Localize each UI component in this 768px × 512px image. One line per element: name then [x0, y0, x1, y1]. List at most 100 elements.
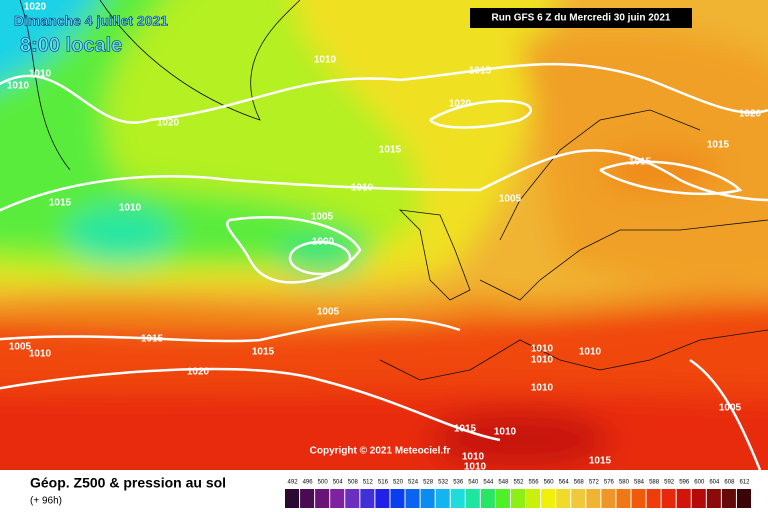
scale-swatch — [510, 489, 526, 508]
isobar-label: 1015 — [252, 347, 275, 358]
legend-subtitle: (+ 96h) — [30, 496, 62, 507]
isobar-label: 1015 — [49, 198, 72, 209]
scale-label: 532 — [438, 480, 449, 486]
scale-label: 612 — [739, 480, 750, 486]
scale-swatch — [420, 489, 435, 508]
scale-swatch — [571, 489, 586, 508]
legend-title: Géop. Z500 & pression au sol — [30, 475, 226, 491]
scale-label: 520 — [393, 480, 404, 486]
isobar-label: 1015 — [707, 140, 730, 151]
scale-label: 576 — [604, 480, 615, 486]
isobar-label: 1015 — [454, 424, 477, 435]
isobar-label: 1015 — [629, 157, 652, 168]
isobar-label: 1005 — [317, 307, 340, 318]
scale-swatch — [300, 489, 315, 508]
scale-swatch — [736, 489, 751, 508]
scale-swatch — [330, 489, 345, 508]
scale-label: 504 — [333, 480, 344, 486]
scale-swatch — [390, 489, 405, 508]
scale-label: 500 — [318, 480, 329, 486]
date: Dimanche 4 juillet 2021 — [14, 13, 168, 29]
scale-label: 572 — [589, 480, 600, 486]
scale-label: 552 — [513, 480, 524, 486]
isobar-label: 1010 — [119, 203, 142, 214]
isobar-label: 1015 — [469, 66, 492, 77]
isobar-label: 1010 — [7, 81, 30, 92]
isobar-label: 1010 — [29, 69, 52, 80]
isobar-label: 1010 — [531, 355, 554, 366]
scale-swatch — [706, 489, 721, 508]
isobar-label: 1010 — [531, 344, 554, 355]
scale-swatch — [495, 489, 510, 508]
scale-swatch — [315, 489, 330, 508]
scale-label: 548 — [498, 480, 509, 486]
scale-swatch — [721, 489, 736, 508]
scale-label: 568 — [574, 480, 585, 486]
scale-swatch — [285, 489, 300, 508]
isobar-label: 1005 — [719, 403, 742, 414]
isobar-label: 1015 — [141, 334, 164, 345]
scale-swatch — [480, 489, 495, 508]
isobar-label: 1010 — [531, 383, 554, 394]
isobar-label: 1005 — [9, 342, 32, 353]
scale-label: 596 — [679, 480, 690, 486]
isobar-label: 1010 — [579, 347, 602, 358]
isobar-label: 1020 — [24, 2, 47, 13]
scale-swatch — [601, 489, 616, 508]
isobar-label: 1010 — [29, 349, 52, 360]
scale-swatch — [676, 489, 691, 508]
scale-swatch — [360, 489, 375, 508]
scale-label: 560 — [544, 480, 555, 486]
scale-swatch — [556, 489, 571, 508]
scale-label: 496 — [303, 480, 314, 486]
scale-swatch — [405, 489, 420, 508]
scale-swatch — [345, 489, 360, 508]
isobars — [0, 62, 768, 471]
scale-swatch — [375, 489, 390, 508]
run-info: Run GFS 6 Z du Mercredi 30 juin 2021 — [492, 13, 671, 24]
scale-label: 544 — [483, 480, 494, 486]
isobar-label: 1020 — [157, 118, 180, 129]
isobar-label: 1015 — [589, 456, 612, 467]
scale-swatch — [646, 489, 661, 508]
isobar-label: 1010 — [351, 183, 374, 194]
isobar-label: 1020 — [449, 99, 472, 110]
scale-label: 588 — [649, 480, 660, 486]
scale-swatch — [465, 489, 480, 508]
isobar-label: 1005 — [311, 212, 334, 223]
scale-label: 604 — [709, 480, 720, 486]
scale-swatch — [661, 489, 676, 508]
scale-label: 536 — [453, 480, 464, 486]
scale-swatch — [450, 489, 465, 508]
scale-swatch — [586, 489, 601, 508]
scale-label: 508 — [348, 480, 359, 486]
isobar-label: 1020 — [739, 109, 762, 120]
scale-swatch — [691, 489, 706, 508]
scale-label: 528 — [423, 480, 434, 486]
copyright: Copyright © 2021 Meteociel.fr — [310, 446, 451, 457]
scale-swatch — [631, 489, 646, 508]
run-box — [470, 8, 692, 28]
isobar-label: 1005 — [499, 194, 522, 205]
scale-label: 580 — [619, 480, 630, 486]
isobar-label: 1010 — [464, 462, 487, 473]
isobar-label: 1015 — [379, 145, 402, 156]
scale-label: 600 — [694, 480, 705, 486]
isobar-label: 1010 — [494, 427, 517, 438]
isobar-label: 1010 — [314, 55, 337, 66]
scale-label: 512 — [363, 480, 374, 486]
scale-swatch — [541, 489, 556, 508]
isobar-label: 1010 — [462, 452, 485, 463]
scale-label: 592 — [664, 480, 675, 486]
scale-label: 564 — [559, 480, 570, 486]
scale-label: 516 — [378, 480, 389, 486]
coastlines — [19, 0, 768, 381]
isobar-label: 1020 — [187, 367, 210, 378]
scale-label: 492 — [288, 480, 299, 486]
scale-swatch — [526, 489, 541, 508]
time: 8:00 locale — [20, 34, 122, 56]
isobar-label: 1000 — [312, 237, 335, 248]
